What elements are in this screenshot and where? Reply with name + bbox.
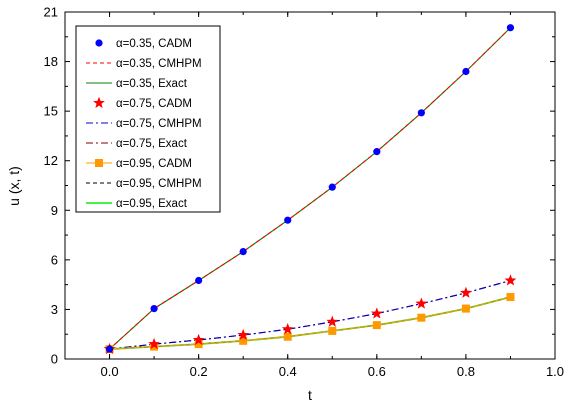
legend-label: α=0.35, CADM (116, 38, 192, 50)
legend-label: α=0.95, CADM (116, 158, 192, 170)
legend-entry: α=0.75, Exact (86, 138, 188, 150)
series-1 (105, 24, 515, 353)
series-line (109, 27, 511, 350)
legend-marker (95, 39, 103, 47)
data-point (105, 345, 114, 353)
series-layer (103, 24, 517, 355)
legend-entry: α=0.35, Exact (86, 78, 188, 90)
x-tick-label: 0.8 (457, 364, 475, 379)
legend-entry: α=0.95, Exact (86, 198, 188, 210)
series-line (109, 279, 511, 350)
data-point (328, 326, 337, 335)
data-point (281, 323, 294, 335)
data-point (148, 337, 160, 350)
data-point (506, 293, 515, 302)
x-tick-label: 0.6 (368, 364, 386, 379)
data-point (373, 148, 381, 156)
legend-entry: α=0.75, CMHPM (86, 118, 202, 130)
legend-entry: α=0.95, CMHPM (86, 178, 202, 190)
data-point (239, 247, 247, 256)
x-tick-label: 1.0 (546, 364, 564, 379)
legend-label: α=0.35, Exact (116, 78, 188, 90)
data-point (237, 328, 250, 341)
series-2 (109, 27, 511, 350)
data-point (461, 304, 470, 313)
data-point (239, 336, 248, 345)
legend-entry: α=0.75, CADM (93, 96, 192, 110)
legend-entry: α=0.35, CMHPM (86, 58, 202, 70)
legend-label: α=0.75, CADM (116, 98, 192, 110)
data-point (460, 286, 472, 298)
y-tick-label: 0 (51, 352, 58, 367)
legend-label: α=0.95, Exact (116, 198, 188, 210)
data-point (504, 274, 517, 286)
legend-label: α=0.35, CMHPM (116, 58, 202, 70)
data-point (192, 333, 205, 346)
legend-marker (93, 96, 105, 109)
data-point (328, 183, 336, 191)
y-tick-label: 15 (44, 104, 58, 119)
legend-entry: α=0.35, CADM (95, 38, 192, 50)
series-line (109, 296, 511, 350)
data-point (415, 297, 428, 309)
data-point (370, 307, 383, 319)
ticks-layer: 0.0 0.2 0.4 0.6 0.8 1.0 0 3 6 9 12 15 18 21 (44, 5, 565, 380)
legend-label: α=0.95, CMHPM (116, 178, 202, 190)
legend-label: α=0.75, Exact (116, 138, 188, 150)
data-point (506, 24, 515, 32)
data-point (195, 276, 203, 285)
data-point (194, 340, 203, 349)
y-tick-label: 3 (51, 302, 58, 317)
y-tick-label: 12 (44, 153, 58, 168)
data-point (462, 67, 470, 76)
x-tick-label: 0.0 (101, 364, 119, 379)
legend-label: α=0.75, CMHPM (116, 118, 202, 130)
data-point (284, 216, 292, 224)
legend: α=0.35, CADM α=0.35, CMHPM α=0.35, Exact α=… (75, 25, 221, 213)
data-point (372, 321, 381, 330)
x-tick-label: 0.2 (190, 364, 208, 379)
data-point (283, 332, 292, 341)
data-point (326, 315, 339, 327)
y-tick-label: 9 (51, 203, 58, 218)
y-tick-label: 21 (44, 5, 58, 20)
data-point (150, 305, 158, 313)
data-point (417, 109, 425, 117)
y-tick-label: 18 (44, 54, 58, 69)
legend-marker (95, 159, 103, 167)
series-5 (109, 279, 511, 350)
y-tick-label: 6 (51, 252, 58, 267)
legend-box (75, 25, 221, 213)
x-axis-title: t (308, 387, 312, 403)
x-tick-label: 0.4 (279, 364, 297, 379)
y-axis-title: u (x, t) (6, 166, 22, 206)
data-point (417, 313, 426, 322)
legend-entry: α=0.95, CADM (86, 158, 192, 170)
